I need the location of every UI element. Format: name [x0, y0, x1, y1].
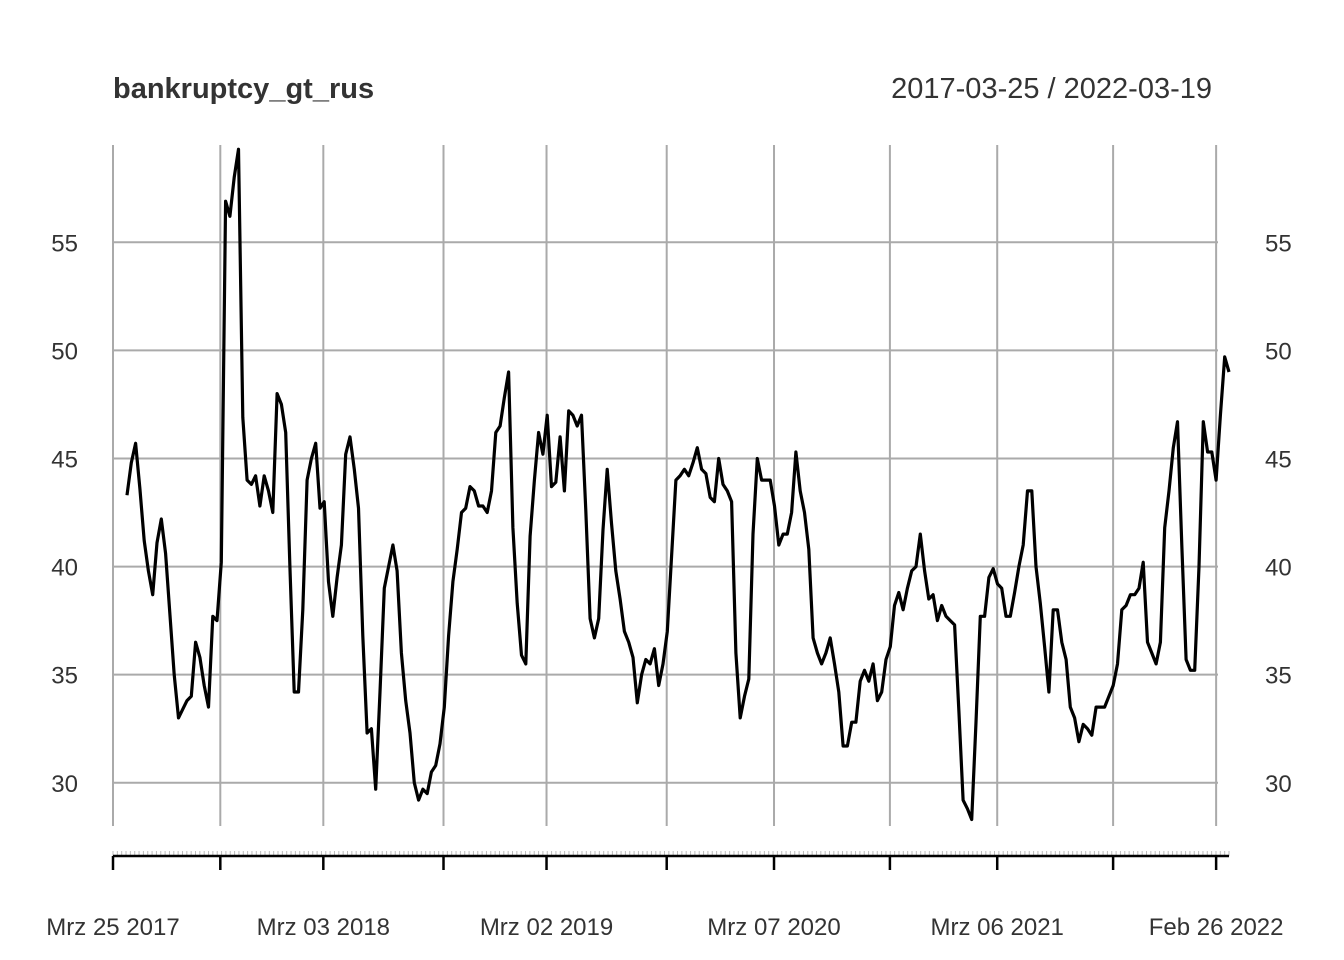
y-tick-label-right: 40	[1265, 555, 1292, 582]
y-tick-label-left: 50	[51, 338, 78, 365]
series-layer	[125, 147, 1231, 822]
y-tick-label-left: 45	[51, 446, 78, 473]
y-axis-left: 30 35 40 45 50 55	[51, 230, 78, 797]
chart-title: bankruptcy_gt_rus	[113, 73, 374, 105]
y-tick-label-left: 55	[51, 230, 78, 257]
y-tick-label-right: 50	[1265, 338, 1292, 365]
y-tick-label-left: 40	[51, 555, 78, 582]
x-tick-label: Feb 26 2022	[1149, 914, 1284, 941]
y-tick-label-right: 55	[1265, 230, 1292, 257]
x-tick-label: Mrz 07 2020	[707, 914, 840, 941]
y-tick-label-left: 30	[51, 771, 78, 798]
gridlines	[112, 145, 1218, 826]
x-tick-label: Mrz 03 2018	[257, 914, 390, 941]
y-tick-label-right: 35	[1265, 663, 1292, 690]
x-tick-label: Mrz 25 2017	[46, 914, 179, 941]
y-axis-right: 30 35 40 45 50 55	[1265, 230, 1292, 797]
y-tick-label-right: 45	[1265, 446, 1292, 473]
date-range-label: 2017-03-25 / 2022-03-19	[891, 73, 1212, 105]
x-tick-label: Mrz 02 2019	[480, 914, 613, 941]
y-tick-label-left: 35	[51, 663, 78, 690]
y-tick-label-right: 30	[1265, 771, 1292, 798]
series-line	[125, 147, 1231, 822]
x-axis: Mrz 25 2017 Mrz 03 2018 Mrz 02 2019 Mrz 07 …	[46, 851, 1284, 941]
x-tick-label: Mrz 06 2021	[931, 914, 1064, 941]
